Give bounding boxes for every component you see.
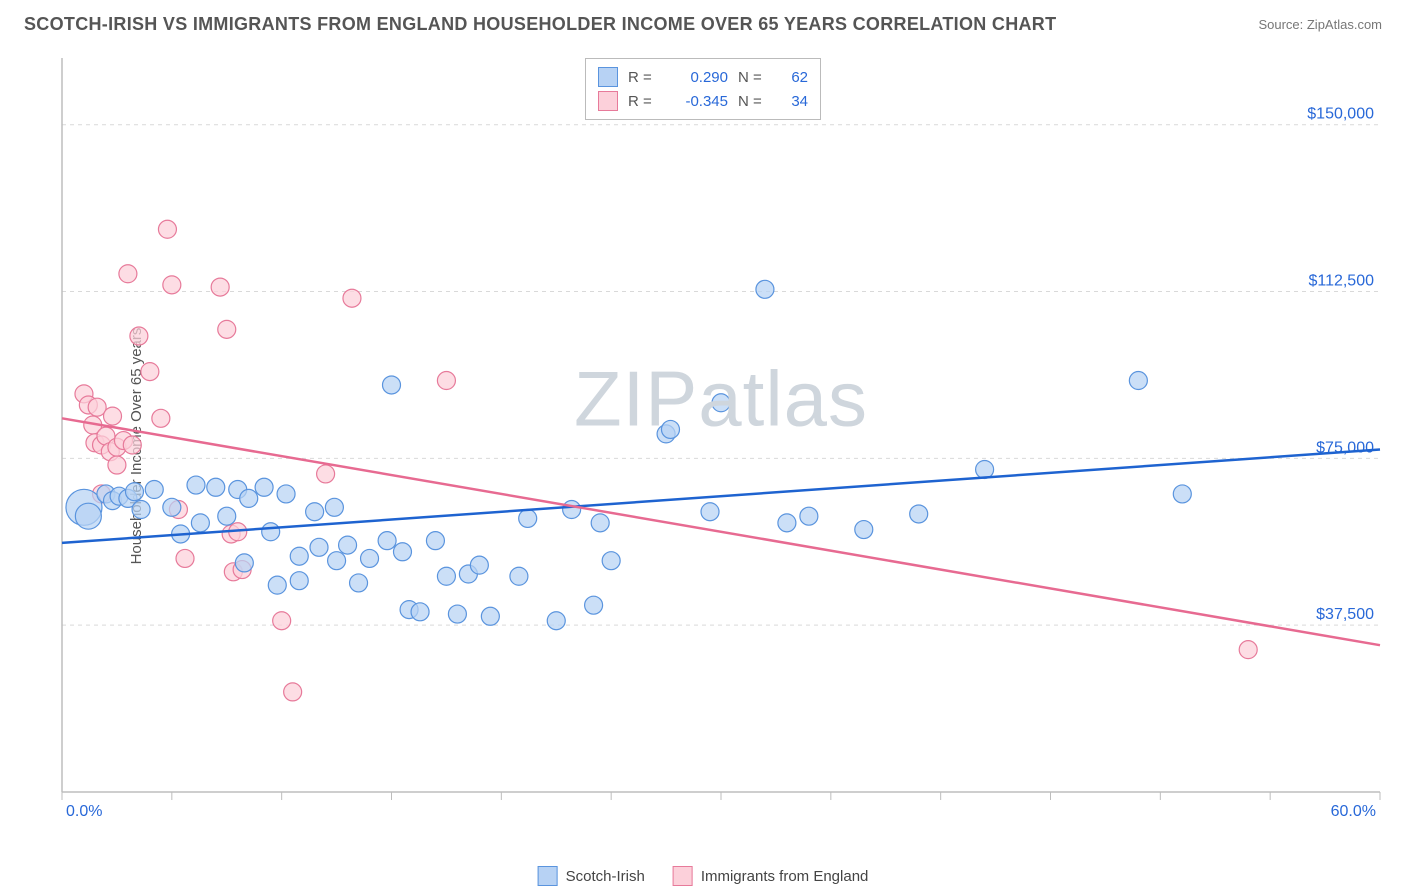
swatch-blue	[538, 866, 558, 886]
legend-item-2: Immigrants from England	[673, 866, 869, 886]
chart-area: $37,500$75,000$112,500$150,0000.0%60.0% …	[56, 52, 1386, 822]
n-value-2: 34	[778, 93, 808, 110]
legend-label-2: Immigrants from England	[701, 868, 869, 885]
swatch-blue	[598, 67, 618, 87]
bottom-legend: Scotch-Irish Immigrants from England	[538, 866, 869, 886]
r-value-1: 0.290	[668, 69, 728, 86]
source-attribution: Source: ZipAtlas.com	[1258, 17, 1382, 32]
n-label: N =	[738, 69, 768, 86]
n-label: N =	[738, 93, 768, 110]
stats-row-series1: R = 0.290 N = 62	[598, 65, 808, 89]
svg-text:$112,500: $112,500	[1308, 273, 1374, 290]
swatch-pink	[673, 866, 693, 886]
r-label: R =	[628, 69, 658, 86]
chart-title: SCOTCH-IRISH VS IMMIGRANTS FROM ENGLAND …	[24, 14, 1056, 35]
scatter-plot-svg: $37,500$75,000$112,500$150,0000.0%60.0%	[56, 52, 1386, 822]
r-label: R =	[628, 93, 658, 110]
swatch-pink	[598, 91, 618, 111]
n-value-1: 62	[778, 69, 808, 86]
legend-item-1: Scotch-Irish	[538, 866, 645, 886]
stats-legend-box: R = 0.290 N = 62 R = -0.345 N = 34	[585, 58, 821, 120]
stats-row-series2: R = -0.345 N = 34	[598, 89, 808, 113]
r-value-2: -0.345	[668, 93, 728, 110]
svg-text:$150,000: $150,000	[1307, 106, 1374, 123]
legend-label-1: Scotch-Irish	[566, 868, 645, 885]
svg-text:0.0%: 0.0%	[66, 803, 102, 820]
svg-text:60.0%: 60.0%	[1331, 803, 1376, 820]
svg-text:$37,500: $37,500	[1316, 606, 1374, 623]
